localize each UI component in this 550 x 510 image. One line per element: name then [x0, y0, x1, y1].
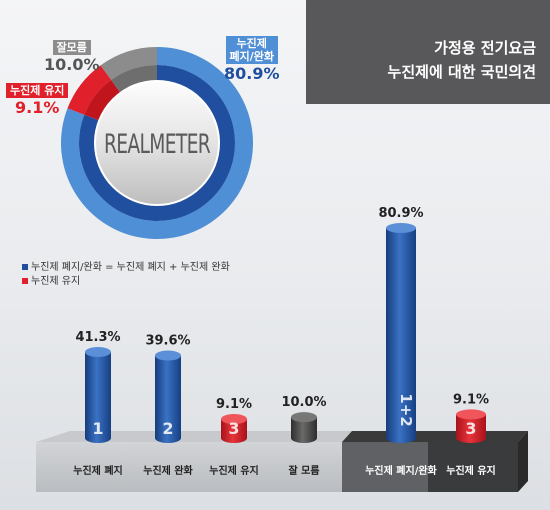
- bar-value-3: 10.0%: [281, 395, 326, 410]
- slice-label-keep-text: 누진제 유지: [6, 83, 69, 98]
- summary-bar-category-1: 누진제 유지: [446, 464, 495, 477]
- bar-top-0: [85, 347, 111, 357]
- slice-value-abolish: 80.9%: [224, 64, 280, 83]
- bar-value-2: 9.1%: [216, 397, 252, 412]
- platform-front-summary: [342, 442, 428, 492]
- platform-side: [518, 431, 528, 492]
- slice-keep-inner: [84, 79, 121, 121]
- bar-0: [85, 352, 111, 438]
- bar-chart: 41.3% 1 누진제 폐지 39.6% 2 누진제 완화 9.1% 3 누진제 유지 10.0%…: [36, 206, 528, 492]
- slice-unknown-outer: [100, 47, 157, 80]
- bar-marker-2: 3: [228, 419, 239, 438]
- donut-chart: REALMETER: [61, 47, 253, 239]
- platform-top-right: [342, 431, 528, 442]
- slice-unknown-inner: [111, 65, 157, 93]
- legend-text-keep: 누진제 유지: [31, 276, 81, 287]
- slice-label-abolish-line2: 폐지/완화: [229, 50, 275, 63]
- slice-label-keep: 누진제 유지 9.1%: [6, 79, 69, 117]
- slice-label-abolish: 누진제 폐지/완화 80.9%: [224, 36, 280, 83]
- bar-bottom-2: [221, 433, 247, 443]
- summary-bar-top-0: [386, 223, 416, 233]
- bar-2: [221, 419, 247, 438]
- legend: 누진제 폐지/완화 = 누진제 폐지 + 누진제 완화 누진제 유지: [22, 261, 230, 289]
- title-box: 가정용 전기요금 누진제에 대한 국민의견: [306, 0, 550, 104]
- summary-bar-marker-1: 3: [465, 419, 476, 438]
- bar-1: [155, 355, 181, 438]
- slice-label-abolish-line1: 누진제: [236, 37, 267, 50]
- bar-bottom-0: [85, 433, 111, 443]
- legend-swatch-red: [22, 278, 28, 284]
- summary-bar-bottom-0: [386, 433, 416, 443]
- summary-bar-value-1: 9.1%: [453, 392, 489, 407]
- bar-category-1: 누진제 완화: [143, 464, 193, 477]
- summary-bar-1: [456, 414, 486, 438]
- bar-3: [291, 417, 317, 438]
- slice-label-unknown: 잘모름 10.0%: [44, 36, 100, 74]
- chart-title-line1: 가정용 전기요금: [434, 39, 536, 57]
- legend-item-abolish: 누진제 폐지/완화 = 누진제 폐지 + 누진제 완화: [22, 261, 230, 275]
- platform-front-keep: [428, 442, 518, 492]
- slice-value-keep: 9.1%: [15, 98, 60, 117]
- legend-item-keep: 누진제 유지: [22, 275, 230, 289]
- bar-top-1: [155, 350, 181, 361]
- legend-text-abolish: 누진제 폐지/완화 = 누진제 폐지 + 누진제 완화: [31, 262, 230, 273]
- summary-bar-bottom-1: [456, 433, 486, 443]
- summary-bar-value-0: 80.9%: [378, 206, 423, 221]
- summary-bar-marker-0: 1+2: [397, 393, 415, 426]
- bar-marker-1: 2: [162, 419, 173, 438]
- bar-value-1: 39.6%: [145, 334, 190, 349]
- chart-title-line2: 누진제에 대한 국민의견: [387, 63, 536, 81]
- bar-category-2: 누진제 유지: [209, 464, 258, 477]
- slice-value-unknown: 10.0%: [44, 55, 100, 74]
- bar-bottom-1: [155, 433, 181, 443]
- bar-top-2: [221, 414, 247, 425]
- summary-bar-category-0: 누진제 폐지/완화: [365, 464, 437, 477]
- slice-label-unknown-text: 잘모름: [52, 40, 91, 55]
- platform-front-left: [36, 442, 342, 492]
- realmeter-logo: REALMETER: [104, 129, 210, 160]
- bar-category-3: 잘 모름: [288, 465, 319, 477]
- legend-swatch-blue: [22, 264, 28, 270]
- bar-bottom-3: [291, 433, 317, 443]
- bar-value-0: 41.3%: [75, 330, 120, 345]
- donut-center: [94, 80, 220, 206]
- bar-category-0: 누진제 폐지: [73, 464, 122, 477]
- bar-marker-0: 1: [92, 419, 103, 438]
- summary-bar-top-1: [456, 409, 486, 420]
- platform-top-left: [36, 431, 352, 442]
- bar-top-3: [291, 412, 317, 423]
- slice-keep-outer: [67, 65, 112, 115]
- summary-bar-0: [386, 228, 416, 438]
